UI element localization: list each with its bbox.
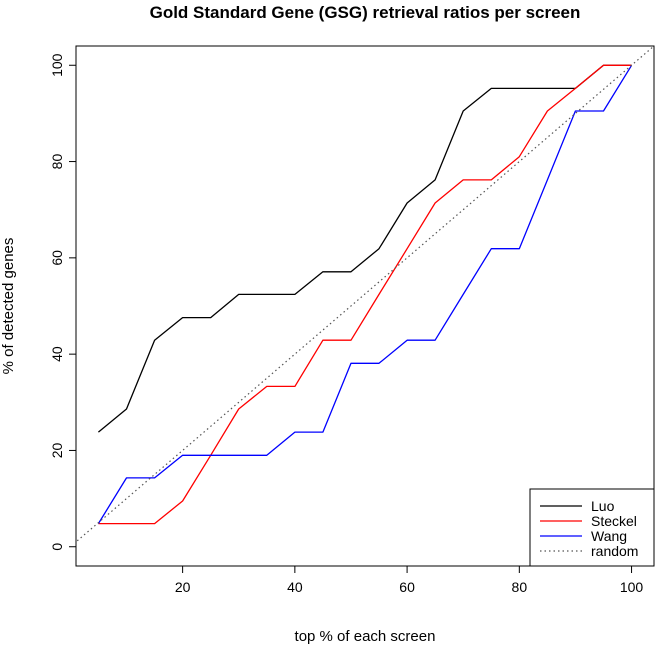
y-tick-label: 80: [49, 154, 65, 170]
y-tick-label: 60: [49, 250, 65, 266]
legend-label-luo: Luo: [591, 498, 615, 514]
series-line-random: [76, 46, 654, 543]
legend-box: [529, 488, 655, 567]
series-line-steckel: [98, 64, 632, 525]
legend-label-random: random: [591, 543, 638, 559]
series-layer: [76, 46, 654, 543]
x-tick-label: 20: [175, 579, 191, 595]
x-axis-label: top % of each screen: [295, 628, 436, 645]
y-tick-label: 100: [49, 53, 65, 77]
y-tick-label: 40: [49, 346, 65, 362]
x-tick-label: 40: [287, 579, 303, 595]
chart-title: Gold Standard Gene (GSG) retrieval ratio…: [150, 3, 581, 22]
legend-label-steckel: Steckel: [591, 513, 637, 529]
plot-frame: [75, 45, 655, 567]
x-tick-label: 100: [620, 579, 644, 595]
y-axis: 0 20 40 60 80 100: [49, 53, 76, 551]
y-tick-label: 20: [49, 442, 65, 458]
legend-label-wang: Wang: [591, 528, 627, 544]
x-tick-label: 60: [399, 579, 415, 595]
y-tick-label: 0: [49, 543, 65, 551]
series-line-luo: [97, 64, 632, 433]
x-axis: 20 40 60 80 100: [175, 566, 644, 595]
x-tick-label: 80: [512, 579, 528, 595]
series-line-wang: [97, 64, 633, 524]
y-axis-label: % of detected genes: [0, 238, 17, 375]
